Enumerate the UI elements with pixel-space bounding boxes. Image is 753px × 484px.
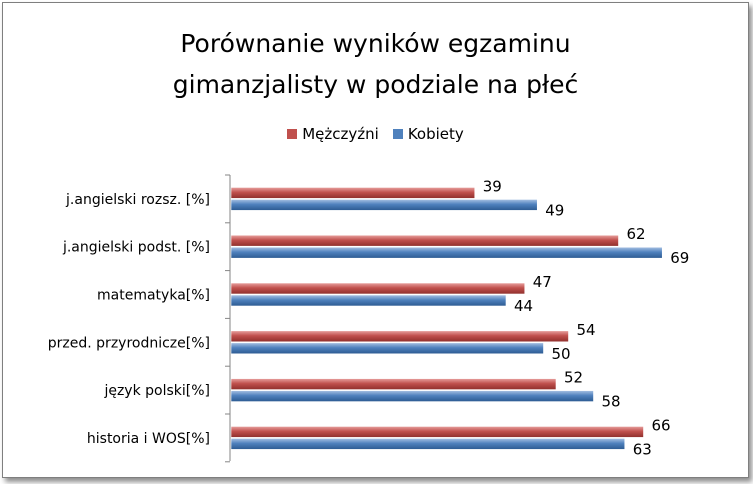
category-label: przed. przyrodnicze[%] [48, 335, 210, 351]
bar-mezczyzni [230, 187, 476, 199]
legend-label-men: Mężczyźni [302, 125, 379, 143]
plot-area: j.angielski rozsz. [%] j.angielski podst.… [48, 174, 689, 463]
data-label: 62 [627, 225, 646, 243]
legend-item-women: Kobiety [392, 124, 464, 144]
bar-mezczyzni [230, 378, 557, 390]
bar-mezczyzni [230, 426, 644, 438]
category-label: historia i WOS[%] [87, 431, 210, 447]
legend-swatch-women [392, 129, 403, 139]
data-label: 66 [652, 416, 671, 434]
bar-kobiety [230, 294, 507, 307]
data-label: 44 [514, 297, 533, 315]
data-label: 58 [602, 393, 621, 411]
chart-title-line-2: gimanzjalisty w podziale na płeć [172, 70, 579, 99]
legend-label-women: Kobiety [407, 125, 464, 143]
data-label: 54 [577, 321, 596, 339]
category-label: j.angielski podst. [%] [62, 240, 210, 256]
bar-mezczyzni [230, 234, 619, 247]
bar-mezczyzni [230, 282, 526, 295]
legend-item-men: Mężczyźni [287, 124, 379, 144]
chart-title: Porównanie wyników egzaminu gimanzjalist… [3, 23, 748, 105]
bar-kobiety [230, 438, 626, 450]
data-label: 63 [633, 440, 652, 458]
bar-kobiety [230, 246, 663, 259]
chart-title-line-1: Porównanie wyników egzaminu [180, 29, 571, 58]
data-label: 69 [670, 249, 689, 267]
data-label: 47 [533, 273, 552, 291]
bar-mezczyzni [230, 330, 569, 343]
bar-kobiety [230, 199, 538, 211]
chart-frame: Porównanie wyników egzaminu gimanzjalist… [2, 2, 749, 478]
legend-swatch-men [287, 129, 298, 139]
category-label: matematyka[%] [97, 288, 210, 304]
bar-kobiety [230, 342, 544, 355]
data-label: 39 [483, 177, 502, 195]
data-label: 52 [564, 369, 583, 387]
bar-kobiety [230, 390, 594, 402]
category-label: j.angielski rozsz. [%] [65, 192, 210, 208]
data-label: 50 [552, 345, 571, 363]
category-label: język polski[%] [103, 383, 210, 399]
legend: Mężczyźni Kobiety [3, 124, 748, 144]
data-label: 49 [545, 201, 564, 219]
